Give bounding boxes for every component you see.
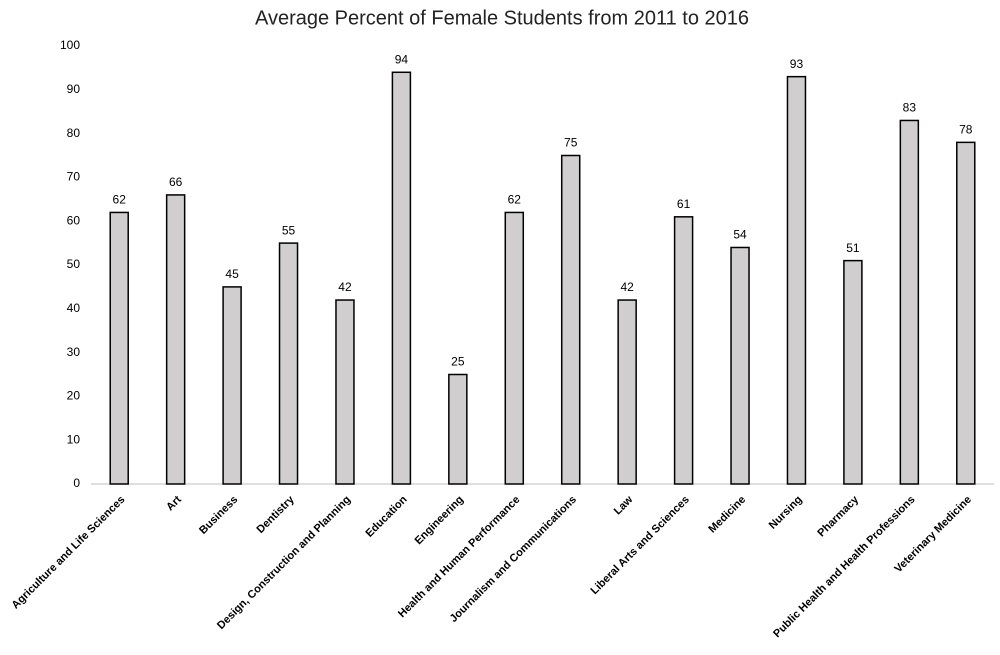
y-tick-label: 100 [60, 38, 80, 52]
x-tick-label: Business [197, 494, 240, 537]
x-tick-label: Agriculture and Life Sciences [10, 494, 128, 612]
y-tick-label: 0 [73, 476, 80, 490]
data-label: 42 [338, 280, 352, 294]
bar [899, 119, 920, 485]
x-tick-label: Education [363, 493, 409, 539]
x-tick-label: Journalism and Communications [448, 494, 579, 625]
y-tick-label: 20 [67, 389, 81, 403]
chart-title: Average Percent of Female Students from … [255, 7, 749, 29]
data-label: 66 [169, 175, 183, 189]
bar [504, 211, 525, 485]
bar [165, 194, 186, 485]
data-label: 42 [620, 280, 634, 294]
x-tick-label: Liberal Arts and Sciences [588, 494, 691, 597]
x-tick-label: Health and Human Performance [396, 494, 522, 620]
y-tick-label: 50 [67, 257, 81, 271]
bar [448, 373, 468, 485]
data-label: 45 [225, 267, 239, 281]
data-label: 25 [451, 355, 465, 369]
bar [391, 71, 412, 485]
bar [956, 141, 976, 485]
data-label: 55 [282, 223, 296, 237]
x-tick-label: Art [164, 493, 184, 513]
x-tick-label: Pharmacy [815, 493, 861, 539]
y-tick-label: 40 [67, 301, 81, 315]
y-tick-label: 70 [67, 170, 81, 184]
data-label: 62 [508, 193, 522, 207]
bar [617, 299, 637, 485]
y-tick-label: 30 [67, 345, 81, 359]
bar [222, 286, 242, 485]
x-tick-label: Medicine [706, 494, 748, 536]
x-tick-label: Dentistry [255, 493, 298, 536]
bar [335, 299, 355, 485]
data-label: 78 [959, 123, 973, 137]
data-label: 54 [733, 228, 747, 242]
bar [109, 211, 129, 485]
bar [560, 154, 581, 485]
y-tick-label: 60 [67, 213, 81, 227]
x-tick-label: Nursing [767, 494, 805, 532]
bar [843, 259, 863, 485]
data-label: 62 [113, 193, 127, 207]
data-label: 51 [846, 241, 860, 255]
data-label: 75 [564, 136, 578, 150]
y-tick-label: 10 [67, 432, 81, 446]
bar [278, 242, 299, 485]
bar [786, 75, 807, 485]
bar [730, 246, 750, 485]
data-label: 93 [790, 57, 804, 71]
x-tick-label: Law [612, 493, 636, 517]
bar [673, 216, 694, 485]
y-tick-label: 90 [67, 82, 81, 96]
data-label: 61 [677, 197, 691, 211]
data-label: 83 [903, 101, 917, 115]
y-tick-label: 80 [67, 126, 81, 140]
data-label: 94 [395, 52, 409, 66]
x-tick-label: Engineering [413, 494, 466, 547]
